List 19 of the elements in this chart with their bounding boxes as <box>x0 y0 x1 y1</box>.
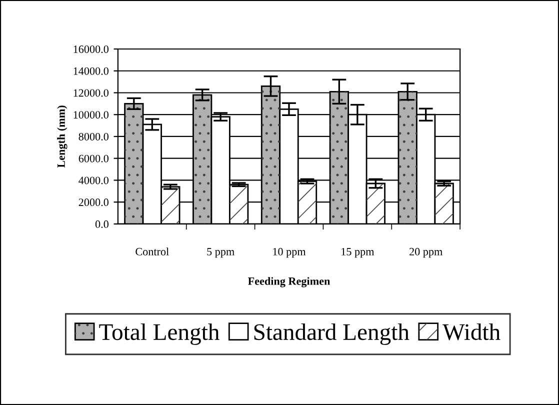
legend-label: Standard Length <box>254 323 410 345</box>
y-tick-label: 2000.0 <box>78 198 108 206</box>
y-tick-label: 10000.0 <box>74 111 108 119</box>
x-tick-label: 20 ppm <box>410 248 442 258</box>
y-tick-label: 0.0 <box>95 220 108 228</box>
x-axis-title: Feeding Regimen <box>248 277 330 288</box>
x-tick-label: 5 ppm <box>207 248 234 258</box>
y-axis-title: Length (mm) <box>57 106 68 168</box>
legend-label: Width <box>442 323 500 340</box>
y-tick-label: 14000.0 <box>74 67 108 75</box>
y-tick-label: 8000.0 <box>78 132 108 140</box>
x-tick-label: 10 ppm <box>273 248 306 258</box>
legend-label: Total Length <box>99 323 220 345</box>
y-tick-label: 6000.0 <box>78 154 108 162</box>
x-tick-label: 15 ppm <box>342 248 374 258</box>
y-tick-label: 4000.0 <box>78 176 108 184</box>
y-tick-label: 12000.0 <box>74 89 108 97</box>
x-tick-label: Control <box>136 248 169 256</box>
y-tick-label: 16000.0 <box>74 45 108 54</box>
